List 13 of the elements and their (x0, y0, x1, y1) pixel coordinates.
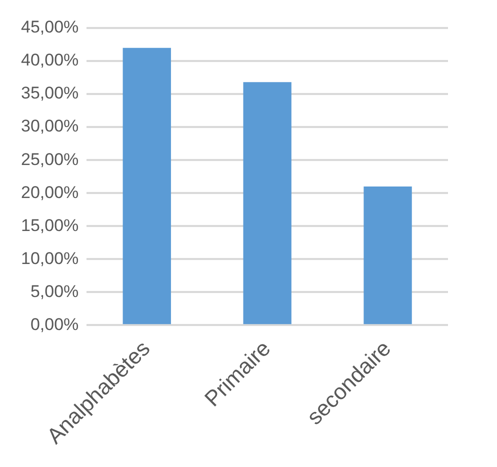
y-tick-label: 20,00% (20, 182, 79, 202)
y-tick-label: 0,00% (30, 314, 79, 334)
y-tick-label: 25,00% (20, 150, 79, 169)
y-tick-label: 15,00% (20, 216, 79, 235)
y-tick-label: 10,00% (20, 248, 79, 268)
bar (243, 82, 292, 324)
y-tick-label: 30,00% (20, 116, 79, 136)
y-tick-label: 40,00% (20, 50, 79, 70)
y-tick-label: 35,00% (20, 84, 79, 103)
y-tick-label: 45,00% (20, 18, 79, 37)
bar (122, 48, 171, 324)
y-tick-label: 5,00% (30, 282, 79, 301)
bar (364, 186, 412, 324)
